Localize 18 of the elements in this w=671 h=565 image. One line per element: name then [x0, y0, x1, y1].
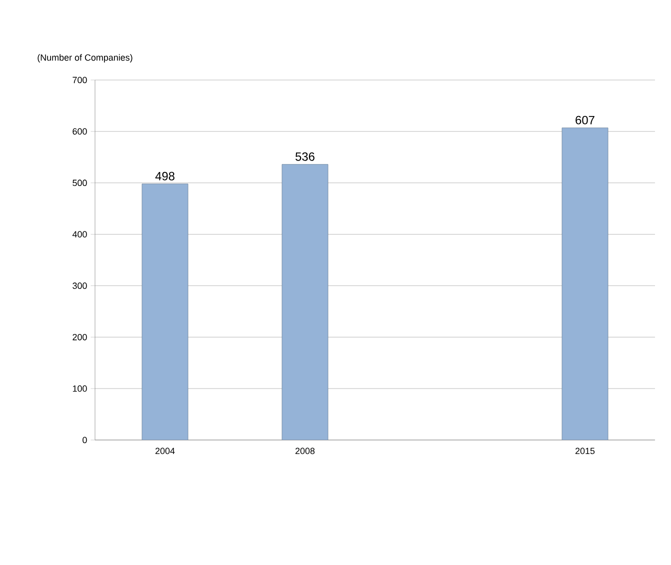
y-tick-label: 0 — [82, 436, 87, 444]
y-tick-label: 500 — [72, 180, 87, 186]
y-tick-label: 100 — [72, 385, 87, 392]
bar — [562, 128, 608, 440]
data-label: 498 — [155, 172, 174, 180]
bar — [142, 184, 188, 440]
bar — [282, 164, 328, 440]
data-label: 536 — [296, 152, 314, 161]
y-tick-label: 600 — [72, 128, 87, 135]
y-tick-label: 300 — [72, 282, 87, 289]
y-tick-label: 700 — [72, 76, 87, 84]
x-tick-label: 2015 — [575, 448, 595, 454]
x-tick-label: 2004 — [155, 448, 175, 454]
x-tick-label: 2008 — [295, 448, 315, 454]
y-tick-label: 400 — [72, 231, 87, 238]
y-axis-title: (Number of Companies) — [38, 54, 132, 62]
y-tick-label: 200 — [72, 334, 87, 340]
data-label: 607 — [576, 116, 594, 124]
